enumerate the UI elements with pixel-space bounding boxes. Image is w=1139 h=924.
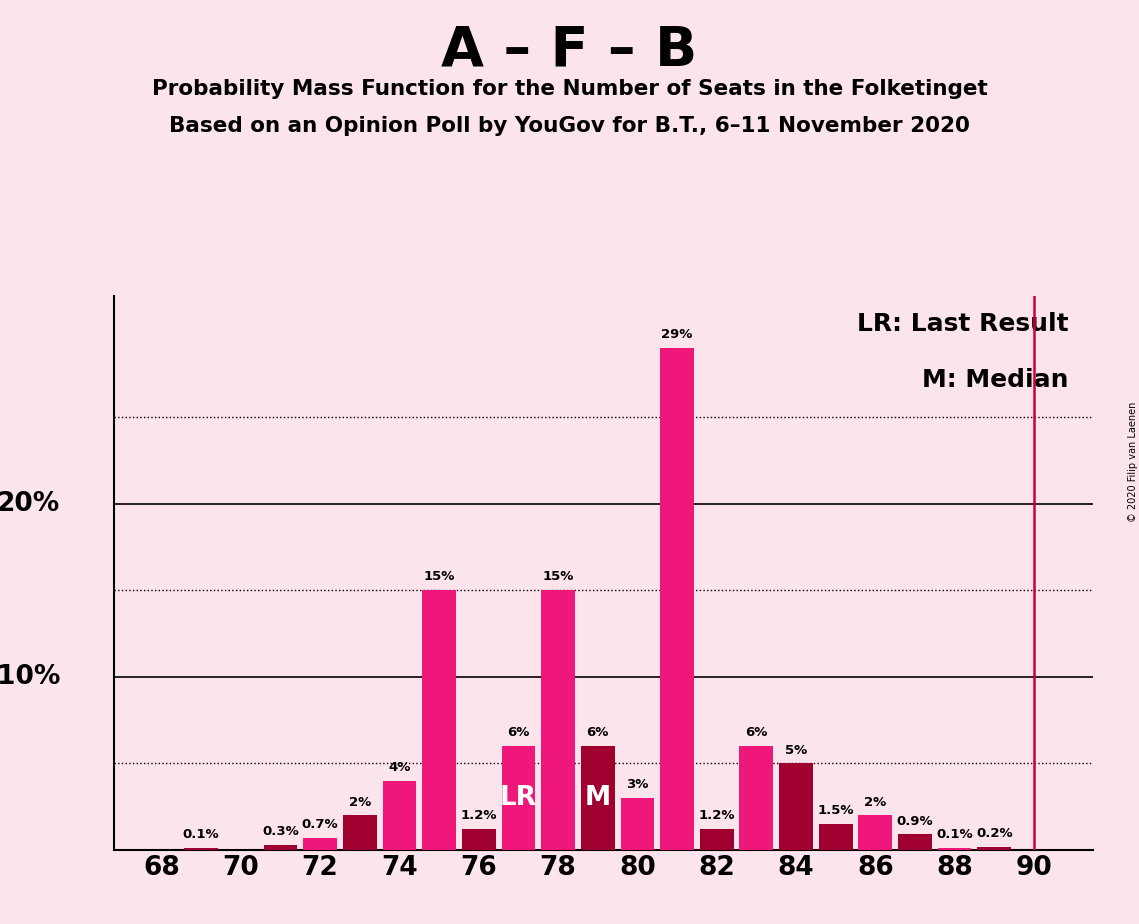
- Text: 5%: 5%: [785, 744, 808, 757]
- Text: Based on an Opinion Poll by YouGov for B.T., 6–11 November 2020: Based on an Opinion Poll by YouGov for B…: [169, 116, 970, 136]
- Bar: [621, 798, 654, 850]
- Text: LR: Last Result: LR: Last Result: [858, 312, 1070, 336]
- Bar: [899, 834, 932, 850]
- Text: 1.2%: 1.2%: [460, 809, 497, 822]
- Text: 2%: 2%: [349, 796, 371, 808]
- Bar: [383, 781, 416, 850]
- Bar: [462, 830, 495, 850]
- Bar: [343, 816, 377, 850]
- Text: 0.7%: 0.7%: [302, 818, 338, 831]
- Bar: [779, 763, 813, 850]
- Text: 0.9%: 0.9%: [896, 815, 933, 828]
- Text: Probability Mass Function for the Number of Seats in the Folketinget: Probability Mass Function for the Number…: [151, 79, 988, 99]
- Bar: [303, 838, 337, 850]
- Bar: [661, 347, 694, 850]
- Text: A – F – B: A – F – B: [442, 23, 697, 77]
- Text: 20%: 20%: [0, 491, 60, 517]
- Bar: [581, 747, 615, 850]
- Text: © 2020 Filip van Laenen: © 2020 Filip van Laenen: [1129, 402, 1138, 522]
- Bar: [739, 747, 773, 850]
- Text: 0.3%: 0.3%: [262, 825, 298, 838]
- Bar: [185, 848, 218, 850]
- Text: LR: LR: [500, 785, 536, 811]
- Text: 6%: 6%: [507, 726, 530, 739]
- Bar: [859, 816, 892, 850]
- Text: M: M: [584, 785, 611, 811]
- Text: 0.2%: 0.2%: [976, 827, 1013, 840]
- Text: 15%: 15%: [542, 570, 574, 583]
- Bar: [699, 830, 734, 850]
- Bar: [541, 590, 575, 850]
- Text: 6%: 6%: [587, 726, 609, 739]
- Text: 1.5%: 1.5%: [818, 804, 854, 817]
- Text: 3%: 3%: [626, 778, 648, 791]
- Text: 0.1%: 0.1%: [936, 829, 973, 842]
- Bar: [263, 845, 297, 850]
- Text: 0.1%: 0.1%: [183, 829, 220, 842]
- Bar: [423, 590, 456, 850]
- Text: 29%: 29%: [662, 328, 693, 341]
- Text: 2%: 2%: [865, 796, 886, 808]
- Bar: [819, 824, 852, 850]
- Bar: [937, 848, 972, 850]
- Text: 10%: 10%: [0, 663, 60, 690]
- Bar: [977, 846, 1011, 850]
- Text: M: Median: M: Median: [923, 368, 1070, 392]
- Text: 1.2%: 1.2%: [698, 809, 735, 822]
- Text: 4%: 4%: [388, 760, 411, 774]
- Text: 15%: 15%: [424, 570, 454, 583]
- Text: 6%: 6%: [745, 726, 768, 739]
- Bar: [501, 747, 535, 850]
